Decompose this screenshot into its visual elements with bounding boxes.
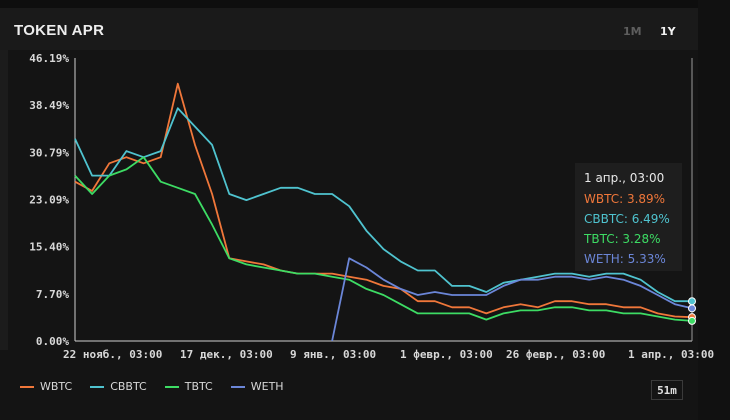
legend-item-tbtc[interactable]: TBTC [164,380,213,393]
tooltip-weth: WETH: 5.33% [584,252,666,266]
legend-item-wbtc[interactable]: WBTC [20,380,72,393]
y-tick-label: 46.19% [29,52,69,65]
legend-item-weth[interactable]: WETH [230,380,284,393]
y-tick-label: 15.40% [29,241,69,254]
tooltip-date: 1 апр., 03:00 [584,171,665,185]
chart-legend: WBTC CBBTC TBTC WETH [20,380,284,393]
legend-swatch-cbbtc [90,385,105,388]
range-1m-button[interactable]: 1M [623,25,642,38]
series-line-wbtc [74,82,693,319]
y-tick-label: 0.00% [36,335,69,348]
tooltip-tbtc: TBTC: 3.28% [584,232,661,246]
legend-label-tbtc: TBTC [184,380,213,393]
series-line-tbtc [74,156,693,322]
y-tick-label: 7.70% [36,288,69,301]
card-title: TOKEN APR [14,22,105,39]
series-line-cbbtc [74,107,692,303]
legend-item-cbbtc[interactable]: CBBTC [90,380,147,393]
range-1y-button[interactable]: 1Y [660,25,676,38]
x-tick-label: 22 нояб., 03:00 [63,348,162,361]
y-tick-label: 30.79% [29,146,69,159]
tooltip-cbbtc: CBBTC: 6.49% [584,212,670,226]
legend-label-wbtc: WBTC [40,380,73,393]
end-marker-weth [688,304,696,313]
legend-swatch-wbtc [20,385,34,388]
crosshair-tooltip: 1 апр., 03:00 WBTC: 3.89% CBBTC: 6.49% T… [575,163,682,271]
x-tick-label: 1 февр., 03:00 [400,348,493,361]
side-panel-edge [698,0,730,420]
legend-swatch-weth [230,385,245,388]
end-marker-cbbtc [688,297,696,306]
side-panel-edge-left [0,50,8,350]
end-marker-tbtc [688,316,696,325]
legend-label-cbbtc: CBBTC [110,380,147,393]
x-tick-label: 26 февр., 03:00 [506,348,605,361]
legend-label-weth: WETH [250,380,284,393]
card-header: TOKEN APR 1M 1Y [0,8,698,50]
interval-badge[interactable]: 51m [651,380,683,400]
series-line-weth [331,257,693,342]
tooltip-wbtc: WBTC: 3.89% [584,192,666,206]
legend-swatch-tbtc [164,385,179,388]
x-tick-label: 9 янв., 03:00 [290,348,376,361]
y-tick-label: 38.49% [29,99,69,112]
x-tick-label: 17 дек., 03:00 [180,348,273,361]
y-tick-label: 23.09% [29,194,69,207]
x-tick-label: 1 апр., 03:00 [628,348,714,361]
